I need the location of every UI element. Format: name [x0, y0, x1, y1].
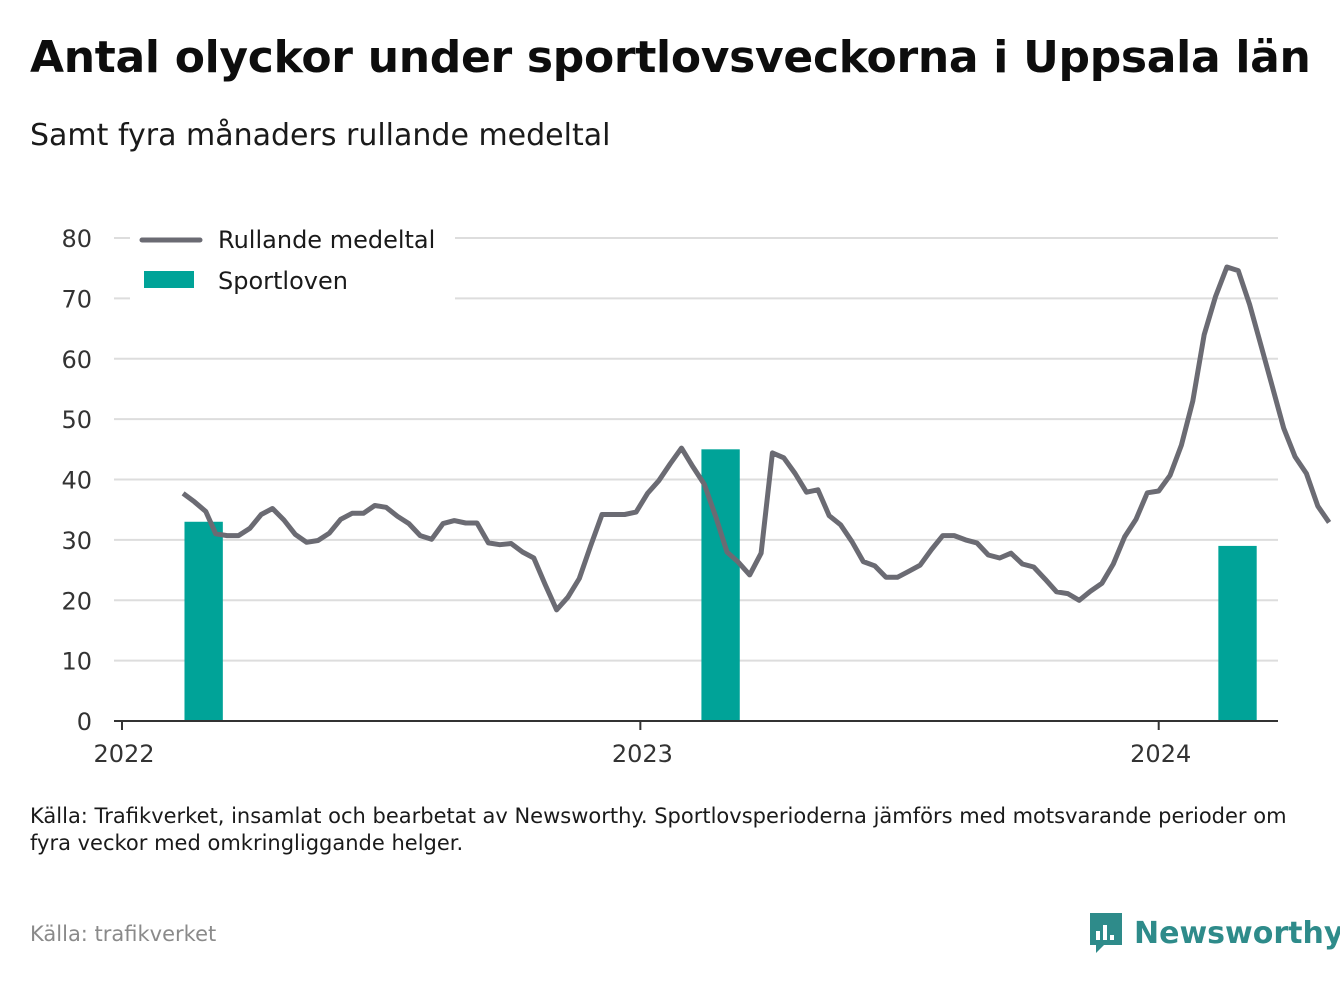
bar-sportlov-2024 [1218, 545, 1257, 721]
newsworthy-logo-icon [1090, 913, 1122, 953]
y-tick-label: 0 [77, 708, 92, 736]
y-tick-label: 70 [61, 285, 92, 313]
x-tick-label: 2023 [612, 740, 673, 768]
source-label: Källa: trafikverket [30, 922, 217, 946]
legend: Rullande medeltal Sportloven [130, 224, 455, 300]
newsworthy-brand: Newsworthy [1088, 910, 1340, 956]
y-tick-label: 50 [61, 406, 92, 434]
y-tick-label: 20 [61, 587, 92, 615]
chart-subtitle: Samt fyra månaders rullande medeltal [30, 118, 611, 153]
line-rullande-medeltal [181, 264, 1332, 613]
y-tick-label: 60 [61, 346, 92, 374]
bar-sportlov-2022 [184, 521, 223, 721]
series-line-rullande-medeltal [181, 264, 1332, 613]
bars-sportloven [184, 449, 1257, 721]
legend-bar-swatch [144, 271, 194, 288]
x-tick-label: 2022 [93, 740, 154, 768]
x-axis: 2022 2023 2024 [93, 720, 1278, 768]
legend-label-rullande-medeltal: Rullande medeltal [218, 226, 435, 254]
chart-footnote: Källa: Trafikverket, insamlat och bearbe… [30, 804, 1287, 855]
y-tick-label: 40 [61, 467, 92, 495]
chart-title: Antal olyckor under sportlovsveckorna i … [30, 32, 1311, 83]
chart-area: 0 10 20 30 40 50 60 70 80 2022 2023 2024 Rullande … [61, 224, 1332, 768]
y-tick-label: 80 [61, 225, 92, 253]
x-tick-label: 2024 [1130, 740, 1191, 768]
legend-label-sportloven: Sportloven [218, 267, 348, 295]
y-tick-label: 10 [61, 648, 92, 676]
y-axis-ticks: 0 10 20 30 40 50 60 70 80 [61, 225, 92, 736]
newsworthy-wordmark: Newsworthy [1134, 915, 1340, 951]
y-tick-label: 30 [61, 527, 92, 555]
gridlines [114, 237, 1278, 662]
